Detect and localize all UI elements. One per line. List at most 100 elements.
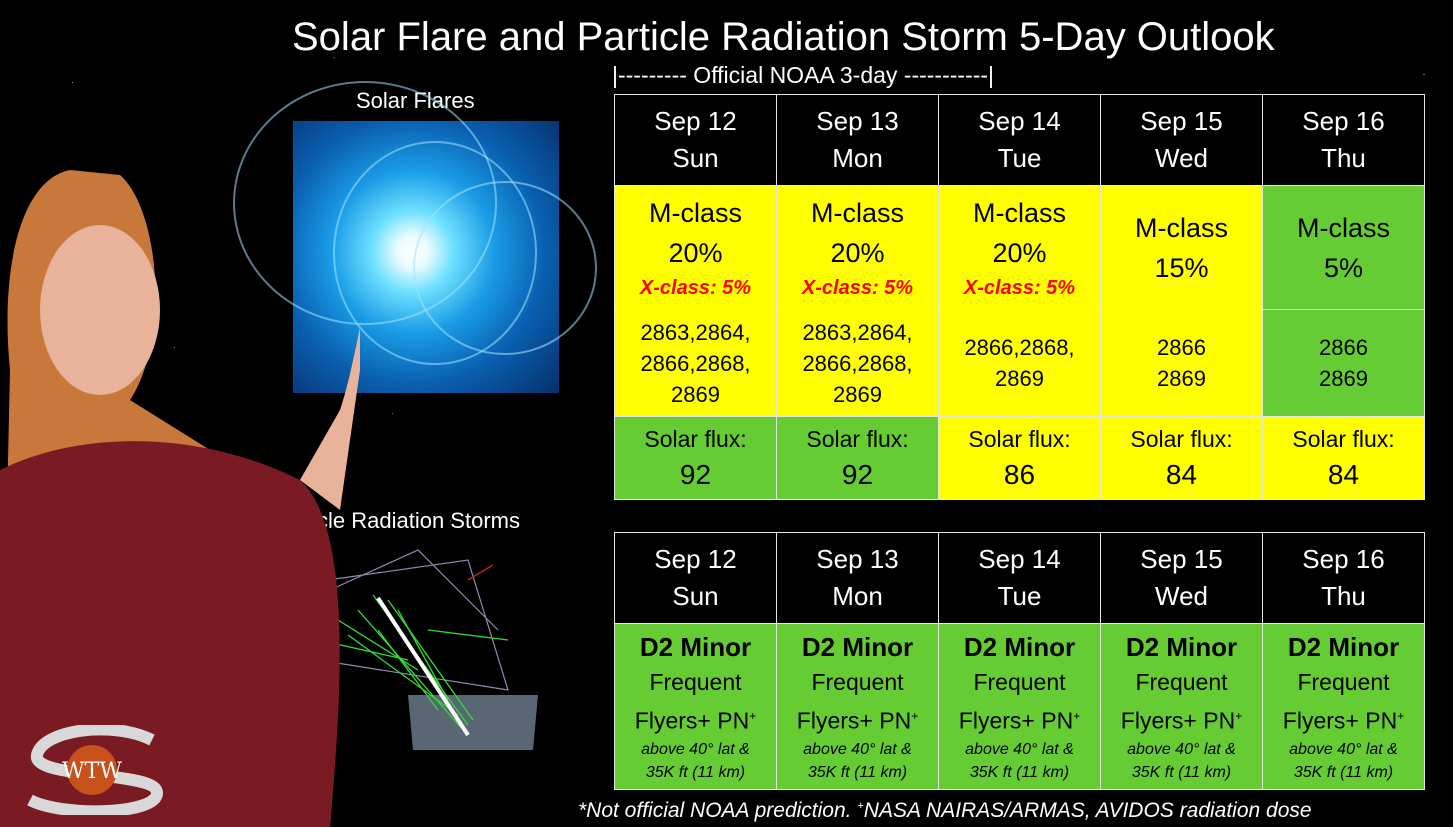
flux-label: Solar flux: [806,426,909,452]
day-header: Sep 14 Tue [938,532,1101,624]
weekday-label: Thu [1321,581,1366,611]
flare-header-row: Sep 12 Sun Sep 13 Mon Sep 14 Tue Sep 15 Wed … [614,94,1425,186]
flux-label: Solar flux: [968,426,1071,452]
date-label: Sep 14 [978,544,1061,574]
storm-level: D2 Minor [963,632,1076,663]
mclass-percent: 20% [830,237,885,268]
date-label: Sep 13 [816,544,899,574]
mclass-percent: 20% [668,237,723,268]
storm-note-altitude: 35K ft (11 km) [1293,763,1394,781]
flyers-superscript: + [749,709,757,724]
day-header: Sep 12 Sun [614,94,777,186]
weekday-label: Wed [1155,143,1208,173]
storm-frequency: Frequent [1297,669,1390,696]
weekday-label: Tue [997,581,1042,611]
footnote: *Not official NOAA prediction. +NASA NAI… [578,799,1438,823]
flux-value: 92 [679,459,712,490]
region-line: 2866,2868, [802,350,913,376]
storm-note-altitude: 35K ft (11 km) [645,763,746,781]
flyers-text: Flyers+ PN [796,707,912,734]
wtw-logo: WTW [27,725,164,815]
flyers-text: Flyers+ PN [958,707,1074,734]
flux-label: Solar flux: [644,426,747,452]
day-header: Sep 12 Sun [614,532,777,624]
day-header: Sep 15 Wed [1100,94,1263,186]
flyers-superscript: + [1397,709,1405,724]
solar-flare-image [233,81,597,393]
mclass-label: M-class [811,197,904,228]
mclass-percent: 15% [1154,252,1209,283]
footnote-source: NASA NAIRAS/ARMAS, AVIDOS radiation dose [863,799,1312,822]
weekday-label: Wed [1155,581,1208,611]
flux-cell: Solar flux: 92 [776,416,939,500]
weekday-label: Mon [832,581,883,611]
storm-level: D2 Minor [1125,632,1238,663]
date-label: Sep 16 [1302,106,1385,136]
storm-note-altitude: 35K ft (11 km) [1131,763,1232,781]
mclass-label: M-class [1135,212,1228,243]
storm-cell: D2 Minor Frequent Flyers+ PN+ above 40° … [776,623,939,790]
flux-label: Solar flux: [1292,426,1395,452]
regions-cell: 2863,2864, 2866,2868, 2869 [776,309,939,417]
storm-cell: D2 Minor Frequent Flyers+ PN+ above 40° … [614,623,777,790]
particle-shower-image [307,549,538,750]
particle-radiation-storms-label: ticle Radiation Storms [306,508,520,533]
storm-note-latitude: above 40° lat & [803,740,912,758]
logo-text: WTW [62,759,122,784]
date-label: Sep 16 [1302,544,1385,574]
storm-level-row: D2 Minor Frequent Flyers+ PN+ above 40° … [614,623,1425,790]
mclass-cell: M-class 20% X-class: 5% [614,185,777,310]
solar-flux-row: Solar flux: 92 Solar flux: 92 Solar flux: 8… [614,416,1425,500]
day-header: Sep 16 Thu [1262,94,1425,186]
region-line: 2869 [1157,366,1206,391]
weekday-label: Sun [672,581,719,611]
day-header: Sep 13 Mon [776,532,939,624]
regions-cell: 2866 2869 [1100,309,1263,417]
storm-frequency: Frequent [811,669,904,696]
flux-label: Solar flux: [1130,426,1233,452]
region-line: 2866 [1157,335,1206,360]
day-header: Sep 15 Wed [1100,532,1263,624]
noaa-3day-bracket-label: |--------- Official NOAA 3-day ---------… [612,62,995,88]
region-line: 2869 [671,381,720,407]
storm-flyers: Flyers+ PN+ [616,699,776,738]
weekday-label: Thu [1321,143,1366,173]
storm-flyers: Flyers+ PN+ [1264,699,1424,738]
mclass-cell: M-class 5% [1262,185,1425,310]
storm-note-latitude: above 40° lat & [965,740,1074,758]
date-label: Sep 12 [654,106,737,136]
flyers-text: Flyers+ PN [634,707,750,734]
storm-note-latitude: above 40° lat & [1289,740,1398,758]
footnote-disclaimer: *Not official NOAA prediction. [578,799,858,822]
storm-frequency: Frequent [973,669,1066,696]
date-label: Sep 13 [816,106,899,136]
xclass-probability: X-class: 5% [801,276,914,299]
day-header: Sep 16 Thu [1262,532,1425,624]
region-line: 2866 [1319,335,1368,360]
active-regions-row: 2863,2864, 2866,2868, 2869 2863,2864, 2866,… [614,309,1425,417]
page-title: Solar Flare and Particle Radiation Storm… [292,15,1275,59]
storm-frequency: Frequent [649,669,742,696]
flux-cell: Solar flux: 92 [614,416,777,500]
storm-cell: D2 Minor Frequent Flyers+ PN+ above 40° … [1262,623,1425,790]
flux-value: 84 [1165,459,1198,490]
solar-flare-table: Sep 12 Sun Sep 13 Mon Sep 14 Tue Sep 15 Wed … [614,94,1425,500]
storm-note-altitude: 35K ft (11 km) [807,763,908,781]
flyers-superscript: + [1235,709,1243,724]
mclass-label: M-class [973,197,1066,228]
flux-cell: Solar flux: 84 [1100,416,1263,500]
flyers-text: Flyers+ PN [1120,707,1236,734]
region-line: 2869 [833,381,882,407]
weekday-label: Sun [672,143,719,173]
storm-level: D2 Minor [801,632,914,663]
mclass-percent: 20% [992,237,1047,268]
flux-value: 86 [1003,459,1036,490]
date-label: Sep 12 [654,544,737,574]
date-label: Sep 15 [1140,544,1223,574]
region-line: 2869 [995,366,1044,391]
radiation-storm-table: Sep 12 Sun Sep 13 Mon Sep 14 Tue Sep 15 Wed … [614,532,1425,790]
storm-cell: D2 Minor Frequent Flyers+ PN+ above 40° … [1100,623,1263,790]
flux-cell: Solar flux: 84 [1262,416,1425,500]
regions-cell: 2863,2864, 2866,2868, 2869 [614,309,777,417]
storm-frequency: Frequent [1135,669,1228,696]
